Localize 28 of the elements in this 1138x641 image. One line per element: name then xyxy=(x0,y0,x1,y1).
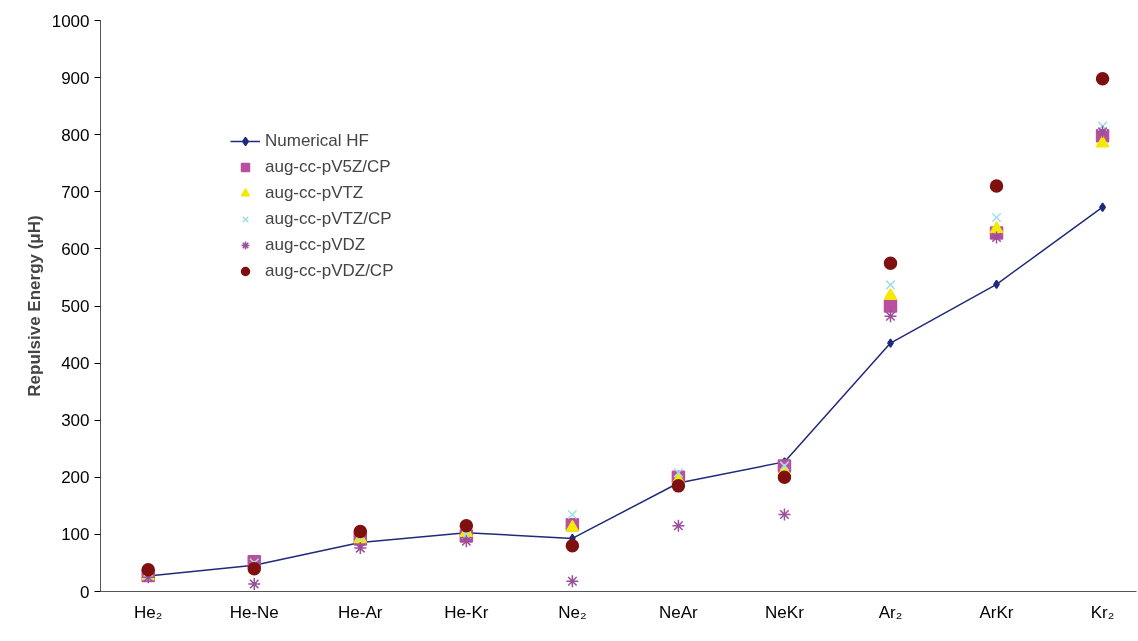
y-axis-title: Repulsive Energy (μH) xyxy=(24,215,44,397)
y-tick-label: 0 xyxy=(80,582,90,602)
x-tick-label: He-Kr xyxy=(444,602,489,622)
legend-label: Numerical HF xyxy=(265,131,369,151)
x-tick-label: NeKr xyxy=(765,602,805,622)
legend-label: aug-cc-pVDZ xyxy=(265,235,366,255)
y-tick-label: 300 xyxy=(61,411,90,431)
y-tick-label: 700 xyxy=(61,182,90,202)
y-tick-label: 800 xyxy=(61,125,90,145)
x-tick-label: NeAr xyxy=(659,602,699,622)
y-tick-label: 1000 xyxy=(51,11,90,31)
x-tick-label: He-Ne xyxy=(229,602,279,622)
y-tick-label: 600 xyxy=(61,239,90,259)
legend-label: aug-cc-pVTZ xyxy=(265,183,364,203)
legend-label: aug-cc-pVTZ/CP xyxy=(265,209,392,229)
y-tick-label: 100 xyxy=(61,525,90,545)
y-tick-label: 400 xyxy=(61,354,90,374)
legend-label: aug-cc-pVDZ/CP xyxy=(265,261,394,281)
y-tick-label: 200 xyxy=(61,468,90,488)
y-tick-label: 900 xyxy=(61,68,90,88)
x-tick-label: Ar₂ xyxy=(878,602,903,622)
y-tick-label: 500 xyxy=(61,297,90,316)
x-tick-label: ArKr xyxy=(979,602,1014,622)
x-tick-label: He₂ xyxy=(134,602,163,622)
x-tick-label: Kr₂ xyxy=(1090,602,1115,622)
x-tick-label: Ne₂ xyxy=(558,602,587,622)
x-tick-label: He-Ar xyxy=(338,602,383,622)
legend-label: aug-cc-pV5Z/CP xyxy=(265,157,391,177)
